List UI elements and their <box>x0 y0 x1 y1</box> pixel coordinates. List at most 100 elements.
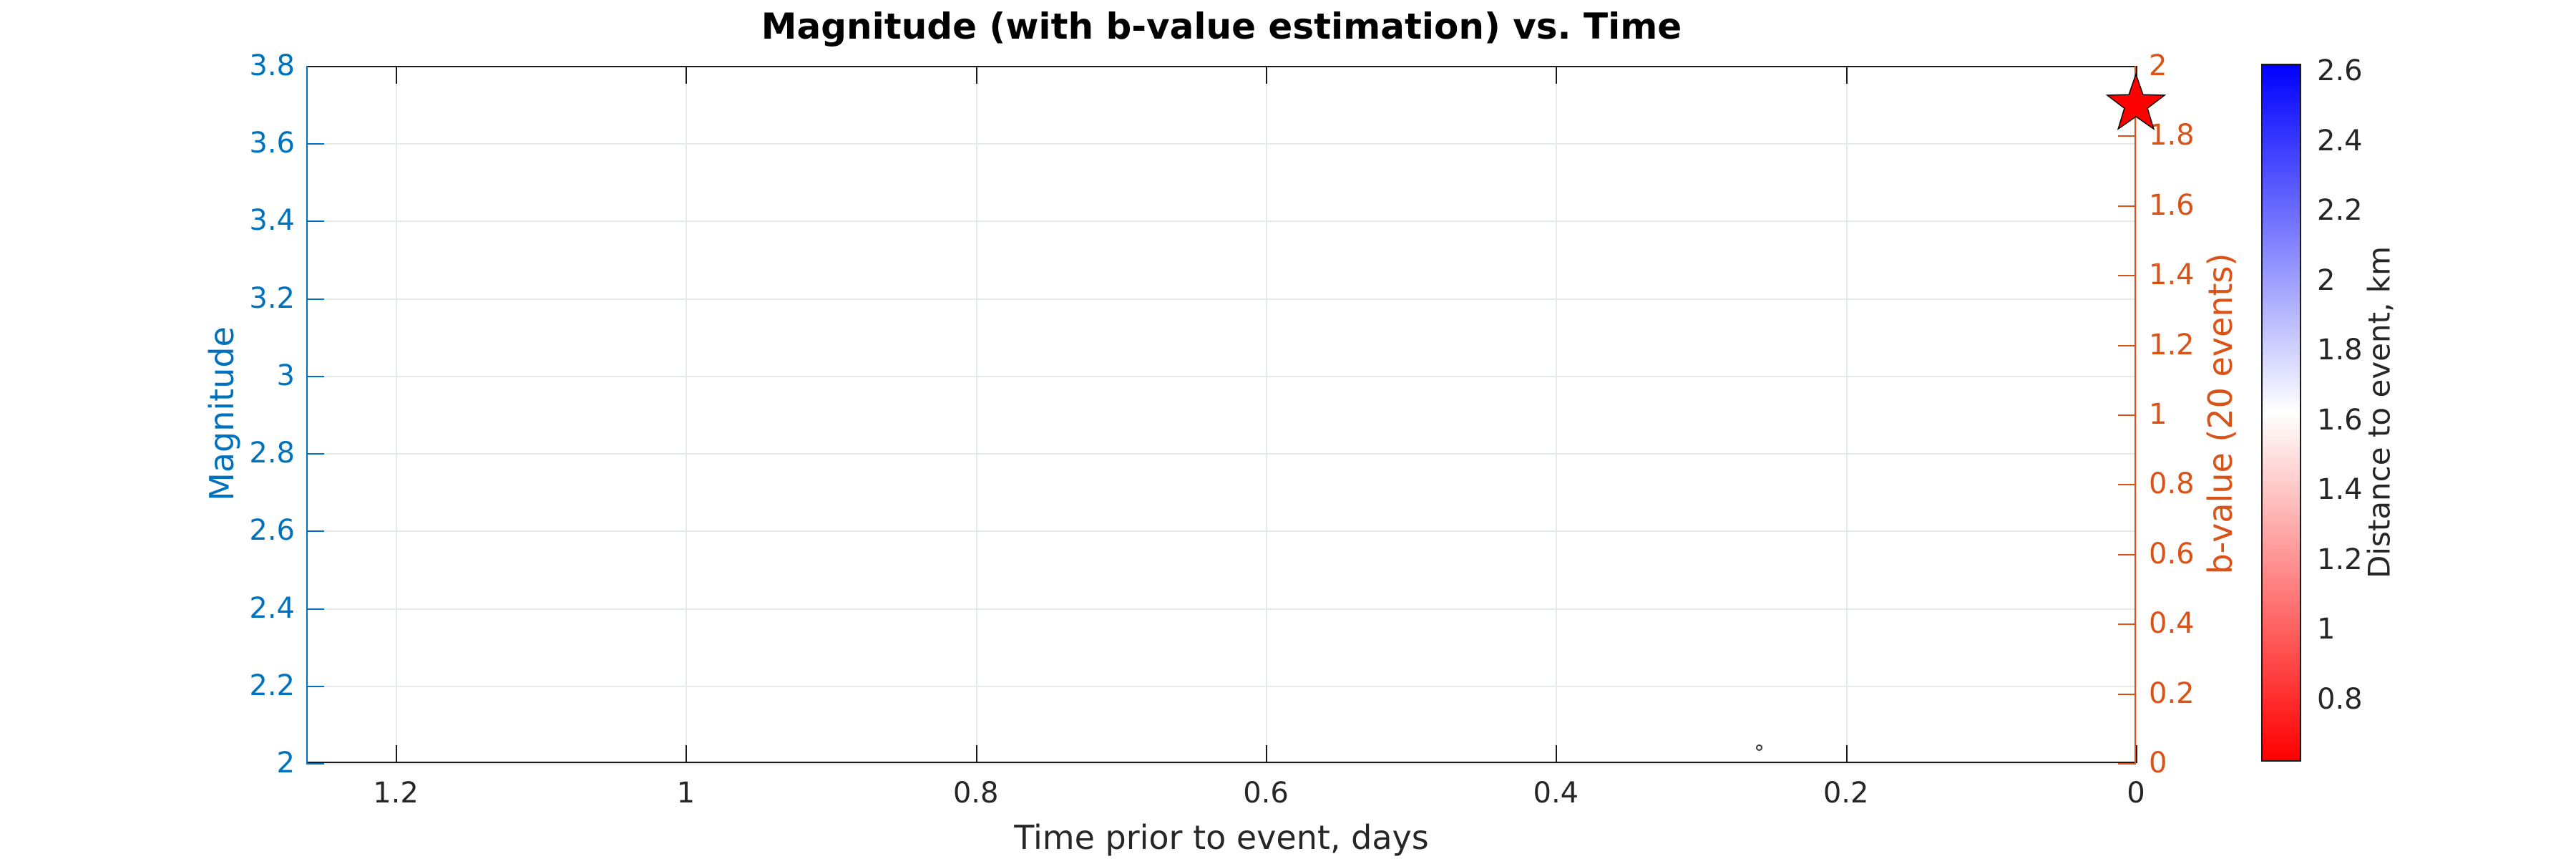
x-gridline <box>2136 66 2137 763</box>
y-right-tick-label: 1.4 <box>2149 258 2195 292</box>
y-right-tick <box>2118 623 2136 626</box>
x-tick-top <box>975 66 977 84</box>
x-tick-label: 0.6 <box>1243 777 1289 810</box>
y-left-tick <box>306 685 324 687</box>
y-left-tick-label: 2.6 <box>249 514 295 548</box>
x-tick-label: 0 <box>2127 777 2145 810</box>
x-tick-top <box>1556 66 1558 84</box>
y-gridline <box>306 608 2136 610</box>
x-tick-top <box>396 66 397 84</box>
x-gridline <box>1266 66 1267 763</box>
y-right-tick-label: 2 <box>2149 49 2167 82</box>
right-spine <box>2135 66 2136 763</box>
colorbar <box>2261 64 2301 762</box>
y-left-tick-label: 3 <box>276 359 295 392</box>
y-right-axis-label: b-value (20 events) <box>2201 253 2240 575</box>
x-tick-bottom <box>1266 745 1267 763</box>
colorbar-tick-label: 0.8 <box>2317 682 2363 716</box>
colorbar-tick-label: 2.4 <box>2317 124 2363 157</box>
y-left-tick-label: 3.6 <box>249 127 295 160</box>
y-left-tick-label: 3.8 <box>249 49 295 82</box>
x-tick-label: 0.4 <box>1533 777 1579 810</box>
y-right-tick <box>2118 344 2136 346</box>
x-tick-label: 1 <box>676 777 696 810</box>
colorbar-tick-label: 2.6 <box>2317 54 2363 87</box>
y-left-tick <box>306 608 324 610</box>
x-gridline <box>686 66 688 763</box>
y-right-tick-label: 0 <box>2149 747 2167 780</box>
colorbar-tick-label: 1.8 <box>2317 334 2363 367</box>
x-gridline <box>1556 66 1558 763</box>
top-spine <box>306 66 2136 67</box>
colorbar-tick-label: 2.2 <box>2317 194 2363 227</box>
y-right-tick-label: 1.6 <box>2149 188 2195 222</box>
y-right-tick <box>2118 763 2136 765</box>
colorbar-tick-label: 1 <box>2317 613 2336 646</box>
colorbar-tick-label: 1.4 <box>2317 473 2363 506</box>
x-axis-label: Time prior to event, days <box>1014 818 1429 857</box>
x-tick-label: 0.2 <box>1823 777 1869 810</box>
x-tick-top <box>686 66 688 84</box>
y-gridline <box>306 298 2136 300</box>
y-gridline <box>306 143 2136 145</box>
bottom-spine <box>306 762 2136 763</box>
y-left-tick-label: 3.2 <box>249 281 295 315</box>
y-right-tick <box>2118 553 2136 555</box>
y-right-tick <box>2118 693 2136 695</box>
y-right-tick <box>2118 275 2136 277</box>
plot-area <box>306 66 2167 765</box>
y-gridline <box>306 530 2136 533</box>
y-right-tick-label: 1.2 <box>2149 328 2195 361</box>
y-gridline <box>306 685 2136 687</box>
y-left-tick <box>306 530 324 533</box>
y-left-tick <box>306 453 324 455</box>
y-gridline <box>306 453 2136 455</box>
x-gridline <box>396 66 397 763</box>
chart-title: Magnitude (with b-value estimation) vs. … <box>761 6 1682 47</box>
y-right-tick-label: 0.4 <box>2149 607 2195 641</box>
y-right-tick-label: 1 <box>2149 398 2167 431</box>
y-right-tick <box>2118 414 2136 416</box>
y-left-tick <box>306 143 324 145</box>
y-left-tick-label: 2 <box>276 747 295 780</box>
y-left-axis-label: Magnitude <box>203 326 241 501</box>
y-left-tick-label: 2.8 <box>249 437 295 470</box>
x-tick-label: 1.2 <box>373 777 419 810</box>
x-tick-bottom <box>1845 745 1848 763</box>
y-gridline <box>306 763 2136 765</box>
x-gridline <box>1845 66 1848 763</box>
y-gridline <box>306 220 2136 223</box>
x-tick-bottom <box>396 745 397 763</box>
mainshock-star-marker <box>2105 72 2167 131</box>
x-tick-bottom <box>975 745 977 763</box>
y-left-tick-label: 2.2 <box>249 669 295 702</box>
x-tick-bottom <box>686 745 688 763</box>
x-tick-label: 0.8 <box>952 777 999 810</box>
y-gridline <box>306 375 2136 377</box>
x-tick-top <box>1845 66 1848 84</box>
y-left-tick <box>306 298 324 300</box>
y-right-tick-label: 0.8 <box>2149 467 2195 501</box>
x-tick-bottom <box>1556 745 1558 763</box>
y-right-tick <box>2118 205 2136 207</box>
x-tick-top <box>1266 66 1267 84</box>
y-right-tick-label: 0.2 <box>2149 676 2195 710</box>
y-left-tick-label: 2.4 <box>249 591 295 625</box>
colorbar-label: Distance to event, km <box>2361 246 2397 579</box>
y-right-tick <box>2118 135 2136 137</box>
x-tick-bottom <box>2136 745 2137 763</box>
colorbar-tick-label: 1.6 <box>2317 403 2363 437</box>
y-right-tick-label: 1.8 <box>2149 119 2195 152</box>
colorbar-tick-label: 1.2 <box>2317 543 2363 576</box>
y-left-tick-label: 3.4 <box>249 204 295 238</box>
left-spine <box>306 66 308 763</box>
y-left-tick <box>306 763 324 765</box>
y-left-tick <box>306 375 324 377</box>
catalog-event-marker <box>1755 744 1762 751</box>
x-gridline <box>975 66 977 763</box>
y-left-tick <box>306 220 324 223</box>
y-right-tick-label: 0.6 <box>2149 537 2195 571</box>
y-right-tick <box>2118 484 2136 486</box>
colorbar-tick-label: 2 <box>2317 263 2336 297</box>
